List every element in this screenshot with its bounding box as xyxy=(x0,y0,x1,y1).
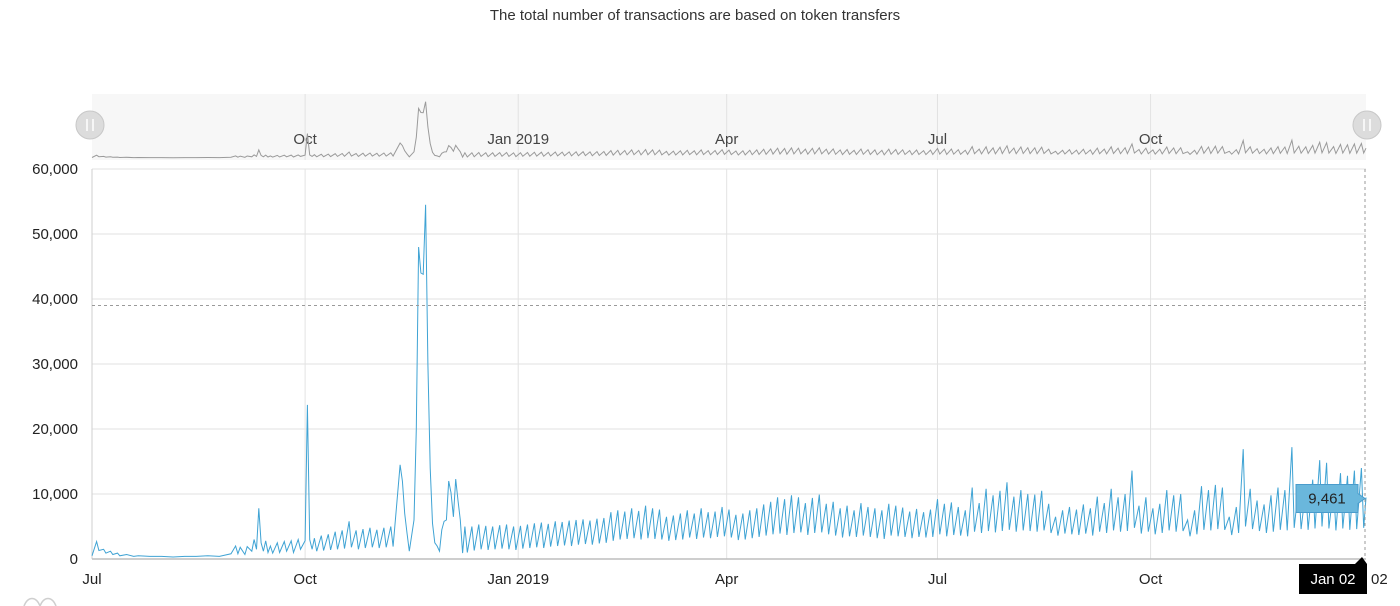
y-tick-label: 50,000 xyxy=(32,226,78,243)
x-tick-label: Oct xyxy=(293,571,317,588)
navigator-labels: Oct Jan 2019 Apr Jul Oct xyxy=(293,131,1163,148)
navigator-background[interactable] xyxy=(92,94,1366,160)
x-tick-label: Jan 2019 xyxy=(487,571,549,588)
x-edge-label: 02 xyxy=(1371,571,1388,588)
x-tick-label: Jul xyxy=(82,571,101,588)
y-tick-label: 40,000 xyxy=(32,291,78,308)
chart-subtitle: The total number of transactions are bas… xyxy=(489,7,901,24)
navigator-tick-label: Oct xyxy=(1139,131,1163,148)
y-tick-label: 30,000 xyxy=(32,356,78,373)
y-tick-label: 10,000 xyxy=(32,486,78,503)
x-tick-label: Jul xyxy=(928,571,947,588)
logo-icon xyxy=(23,597,57,606)
navigator-tick-label: Jul xyxy=(928,131,947,148)
x-tick-label: Apr xyxy=(715,571,738,588)
navigator-tick-label: Apr xyxy=(715,131,738,148)
x-crosshair-label: Jan 02 xyxy=(1299,557,1367,594)
y-axis-ticks: 0 10,000 20,000 30,000 40,000 50,000 60,000 xyxy=(32,161,78,568)
x-axis-ticks: Jul Oct Jan 2019 Apr Jul Oct xyxy=(82,571,1163,588)
navigator-handle-left[interactable] xyxy=(75,110,105,140)
y-tick-label: 20,000 xyxy=(32,421,78,438)
navigator-handle-right[interactable] xyxy=(1352,110,1382,140)
x-tick-label: Oct xyxy=(1139,571,1163,588)
navigator-series-line xyxy=(91,101,1367,159)
y-tick-label: 0 xyxy=(70,551,78,568)
tooltip-value: 9,461 xyxy=(1308,491,1346,508)
series-line-transactions[interactable] xyxy=(91,204,1367,558)
navigator-tick-label: Jan 2019 xyxy=(487,131,549,148)
x-crosshair-text: Jan 02 xyxy=(1310,571,1355,588)
navigator-tick-label: Oct xyxy=(293,131,317,148)
y-tick-label: 60,000 xyxy=(32,161,78,178)
plot-grid xyxy=(92,168,1366,559)
value-tooltip: 9,461 xyxy=(1295,484,1366,514)
